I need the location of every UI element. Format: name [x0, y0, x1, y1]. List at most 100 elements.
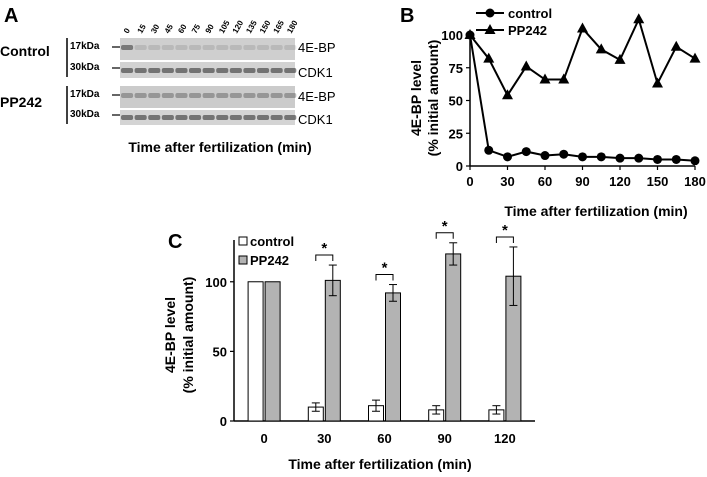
- blot-timepoint-label: 150: [258, 18, 273, 35]
- blot-timepoint-label: 45: [163, 22, 176, 35]
- data-point-control: [484, 145, 494, 155]
- chart-c-ylabel2: (% initial amount): [180, 277, 196, 394]
- panel-c-letter: C: [168, 231, 182, 253]
- blot-band: [202, 93, 215, 98]
- significance-star: *: [442, 218, 448, 235]
- chart-c-ytick-label: 100: [205, 275, 227, 290]
- blot-timepoint-labels: 0 15 30 45 60 75 90 105 120 135 150 165 180: [122, 18, 300, 35]
- blot-band: [161, 45, 174, 50]
- blot-band: [229, 45, 242, 50]
- blot-band: [175, 93, 188, 98]
- blot-band: [229, 68, 242, 73]
- blot-band: [148, 68, 161, 73]
- chart-b-ylabel: 4E-BP level: [408, 60, 424, 136]
- blot-band: [134, 68, 147, 73]
- data-point-pp242: [539, 73, 551, 84]
- data-point-control: [578, 152, 587, 162]
- data-point-control: [671, 154, 681, 164]
- chart-c-ylabel: 4E-BP level: [162, 297, 178, 373]
- significance-bracket: [435, 232, 454, 239]
- legend-label-pp242: PP242: [508, 23, 547, 38]
- blot-band: [229, 93, 242, 98]
- group-label-pp242: PP242: [0, 94, 42, 110]
- blot-band: [243, 115, 256, 120]
- blot-band: [202, 115, 215, 120]
- blot-timepoint-label: 90: [204, 22, 217, 35]
- blot-band: [257, 68, 270, 73]
- group-label-control: Control: [0, 43, 50, 59]
- blot-band: [148, 93, 161, 98]
- blot-timepoint-label: 60: [176, 22, 189, 35]
- chart-b-ylabel2: (% initial amount): [425, 40, 441, 157]
- blot-band: [257, 45, 270, 50]
- bar-chart: 0 50 100 0 30 60 90 120 * * * * control PP242 4E-BP…: [162, 218, 535, 472]
- data-point-pp242: [652, 77, 663, 88]
- blot-timepoint-label: 135: [244, 18, 259, 35]
- chart-b-xtick-label: 90: [575, 174, 589, 189]
- chart-b-xlabel: Time after fertilization (min): [504, 203, 687, 219]
- blot-band: [216, 93, 229, 98]
- blot-timepoint-label: 165: [272, 18, 287, 35]
- panel-b-letter: B: [400, 5, 414, 27]
- data-point-control: [540, 151, 550, 161]
- data-point-pp242: [595, 43, 607, 54]
- chart-c-xtick-label: 90: [437, 431, 451, 446]
- blot-band: [243, 68, 256, 73]
- bar-pp242: [445, 253, 462, 422]
- blot-xlabel: Time after fertilization (min): [128, 139, 311, 155]
- significance-star: *: [321, 240, 327, 257]
- blot-timepoint-label: 30: [149, 22, 162, 35]
- blot-band: [189, 115, 202, 120]
- blot-band: [161, 68, 174, 73]
- data-point-pp242: [483, 52, 495, 63]
- band-label-cdk1-control: CDK1: [298, 65, 333, 80]
- band-label-4ebp-control: 4E-BP: [298, 40, 336, 55]
- blot-timepoint-label: 180: [285, 18, 300, 35]
- legend-label-control: control: [250, 234, 294, 249]
- blot-band: [175, 68, 188, 73]
- blot-band: [229, 115, 242, 120]
- blot-band: [121, 45, 134, 50]
- blot-band: [257, 93, 270, 98]
- blot-timepoint-label: 75: [190, 22, 203, 35]
- blot-band: [243, 45, 256, 50]
- data-point-control: [653, 154, 662, 164]
- data-point-control: [559, 149, 569, 159]
- blot-band: [161, 93, 174, 98]
- blot-band: [121, 115, 134, 120]
- blot-band: [148, 45, 161, 50]
- blot-band: [134, 93, 147, 98]
- blot-band: [189, 93, 202, 98]
- marker-17kda-control: 17kDa: [70, 41, 100, 52]
- blot-timepoint-label: 0: [122, 26, 132, 35]
- blot-band: [216, 68, 229, 73]
- blot-band: [202, 45, 215, 50]
- legend-swatch-pp242: [238, 255, 248, 265]
- chart-c-xlabel: Time after fertilization (min): [288, 456, 471, 472]
- blot-strip-4ebp-control: [120, 38, 295, 60]
- chart-c-xtick-label: 0: [260, 431, 267, 446]
- data-point-pp242: [520, 60, 532, 71]
- blot-band: [121, 93, 134, 98]
- bar-pp242: [264, 281, 281, 422]
- legend-marker-control: [485, 8, 495, 18]
- blot-band: [284, 68, 297, 73]
- marker-17kda-pp242: 17kDa: [70, 89, 100, 100]
- chart-b-ytick-label: 75: [449, 61, 463, 76]
- bar-pp242: [324, 279, 341, 422]
- data-point-control: [634, 153, 644, 163]
- data-point-pp242: [614, 53, 626, 64]
- chart-b-xtick-label: 0: [466, 174, 473, 189]
- blot-band: [284, 93, 297, 98]
- blot-band: [189, 45, 202, 50]
- bar-pp242: [385, 292, 401, 422]
- data-point-control: [521, 147, 531, 157]
- western-blot: 0 15 30 45 60 75 90 105 120 135 150 165 180 Control …: [0, 18, 336, 155]
- marker-30kda-pp242: 30kDa: [70, 109, 100, 120]
- chart-b-ytick-label: 0: [456, 159, 463, 174]
- blot-band: [243, 93, 256, 98]
- blot-band: [284, 115, 297, 120]
- chart-c-ytick-label: 0: [220, 414, 227, 429]
- blot-band: [284, 45, 297, 50]
